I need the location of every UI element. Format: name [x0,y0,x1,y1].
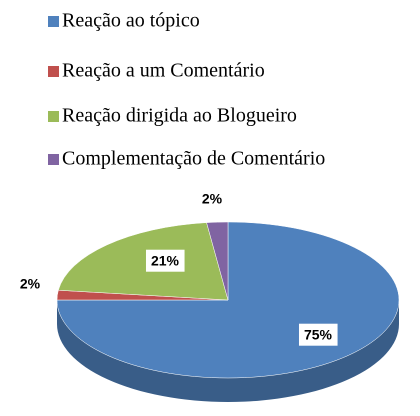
pie-slice [58,222,229,301]
pie-slice [206,221,229,301]
data-label-text: 2% [202,191,223,207]
data-label: 75% [298,323,338,346]
data-label-box [14,272,46,295]
data-label: 2% [196,187,228,210]
pie-tops [56,221,400,379]
data-label-box [145,249,185,272]
slice-side [57,300,399,402]
data-label-box [196,187,228,210]
legend-label: Complementação de Comentário [62,148,325,170]
legend-label: Reação ao tópico [62,10,200,32]
pie-sides [57,300,399,402]
data-label-box [298,323,338,346]
legend-swatch [48,154,59,165]
legend-swatch [48,111,59,122]
data-label: 2% [14,272,46,295]
data-label-text: 21% [151,253,180,269]
legend-label: Reação dirigida ao Blogueiro [62,105,297,127]
data-label-text: 75% [304,327,333,343]
data-label: 21% [145,249,185,272]
legend-label: Reação a um Comentário [62,60,265,82]
legend-swatch [48,16,59,27]
legend-swatch [48,66,59,77]
data-label-text: 2% [20,276,41,292]
